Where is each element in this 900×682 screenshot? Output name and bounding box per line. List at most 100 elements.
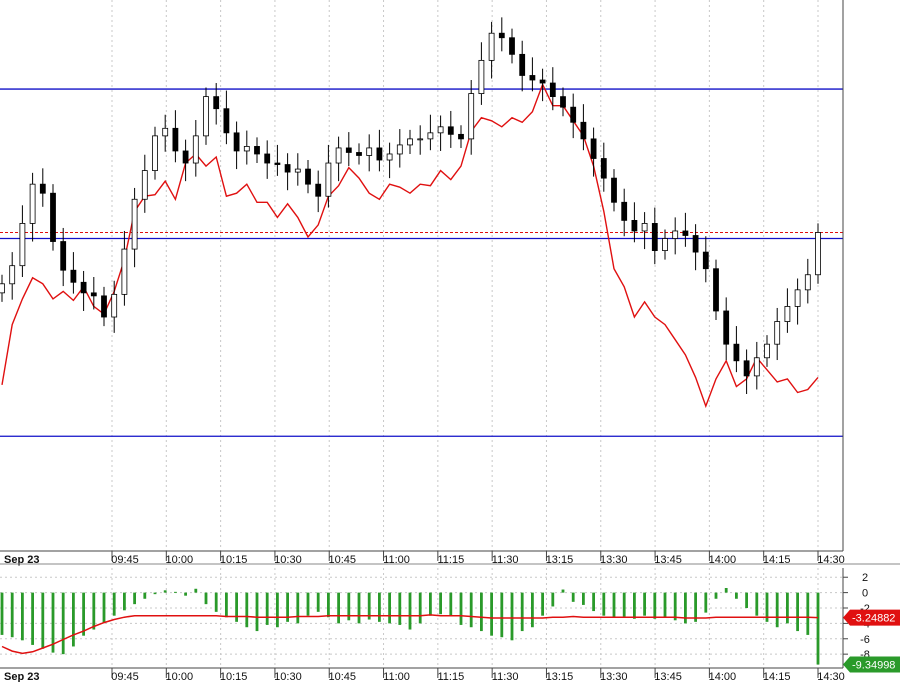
time-tick-label: 10:00 (166, 671, 194, 682)
time-tick-label: 11:15 (437, 554, 464, 566)
histogram-bar (582, 592, 585, 605)
candle-body (651, 223, 658, 251)
candle-body (213, 96, 220, 110)
histogram-bar (724, 588, 728, 593)
time-tick-label: 14:15 (763, 554, 791, 566)
histogram-bar (347, 592, 351, 621)
candle-body (29, 183, 36, 224)
candle-body (539, 79, 546, 84)
candle-body (223, 108, 230, 134)
candle-body (672, 230, 679, 239)
histogram-bar (531, 592, 534, 628)
histogram-bar (112, 592, 116, 616)
candle-body (570, 106, 577, 123)
candlestick (376, 129, 383, 172)
candlestick (90, 277, 97, 310)
candlestick (447, 110, 454, 148)
candle-body (121, 248, 128, 295)
candle-body (804, 274, 811, 291)
histogram-bar (500, 592, 504, 638)
time-tick-label: 13:30 (600, 554, 628, 566)
candlestick (39, 168, 46, 207)
candle-body (325, 162, 332, 197)
time-tick-label: 14:00 (709, 671, 737, 682)
candle-body (427, 132, 434, 140)
candlestick (529, 57, 536, 92)
histogram-bar (265, 592, 269, 625)
candle-body (641, 223, 648, 232)
candlestick (29, 172, 36, 242)
candle-body (192, 135, 199, 164)
candle-body (172, 127, 179, 152)
time-tick-label: 10:15 (220, 671, 248, 682)
candle-body (784, 306, 791, 322)
histogram-bar (367, 592, 371, 620)
histogram-bar (10, 592, 14, 638)
candle-body (141, 170, 148, 200)
histogram-bar (673, 592, 677, 621)
histogram-bar (327, 592, 330, 618)
candlestick (458, 125, 464, 148)
candlestick (141, 154, 148, 213)
candlestick (794, 278, 801, 325)
price-pane[interactable] (0, 0, 843, 552)
candle-body (396, 144, 403, 155)
histogram-bar (214, 592, 218, 612)
candlestick (121, 230, 128, 306)
candlestick (274, 144, 281, 176)
histogram-bar (51, 592, 55, 653)
time-tick-label: 09:45 (111, 671, 139, 682)
candle-body (682, 230, 689, 236)
histogram-bar (286, 592, 289, 622)
candle-body (580, 121, 587, 140)
histogram-bar (469, 592, 473, 628)
time-tick-label: 14:15 (763, 671, 791, 682)
histogram-bar (429, 592, 432, 616)
candle-body (498, 32, 505, 39)
candlestick (804, 258, 811, 304)
candlestick (662, 229, 668, 260)
candle-body (723, 310, 730, 345)
candlestick (784, 288, 791, 333)
histogram-bar (816, 592, 820, 665)
candlestick (315, 170, 322, 213)
candle-body (294, 168, 301, 173)
histogram-bar (245, 592, 249, 628)
candlestick (815, 223, 821, 284)
candle-body (152, 135, 158, 171)
candle-body (692, 235, 699, 253)
time-tick-label: 09:45 (111, 554, 139, 566)
histogram-bar (296, 592, 300, 624)
candle-body (447, 126, 454, 135)
candle-body (774, 321, 781, 345)
candlestick (233, 121, 240, 170)
histogram-bar (633, 592, 636, 619)
histogram-bar (561, 589, 565, 593)
candlestick (0, 274, 5, 302)
candlestick (621, 188, 628, 237)
histogram-bar (357, 592, 361, 624)
candlestick (50, 184, 56, 251)
price-time-axis: 09:45 10:00 10:15 10:30 10:45 11:00 11:15 11:30… (0, 550, 845, 566)
histogram-bar (408, 592, 412, 630)
candle-body (335, 147, 342, 164)
signal-last-label: -3.24882 (843, 609, 900, 626)
candle-body (733, 343, 740, 362)
histogram-bar (449, 592, 453, 616)
overlay-series-line (1, 82, 819, 409)
candle-body (529, 75, 536, 81)
histogram-bar (490, 592, 493, 636)
candle-body (101, 295, 107, 318)
histogram-bar (102, 592, 106, 623)
time-tick-label: 10:00 (166, 554, 194, 566)
histogram-bar (459, 592, 463, 625)
histogram-bar (602, 592, 606, 616)
candlestick (590, 127, 597, 177)
histogram-bar (316, 592, 320, 612)
histogram-bar (41, 592, 45, 649)
histogram-bar (153, 592, 157, 595)
candlestick (294, 153, 301, 186)
oscillator-pane[interactable] (0, 563, 900, 668)
candlestick (723, 297, 730, 361)
